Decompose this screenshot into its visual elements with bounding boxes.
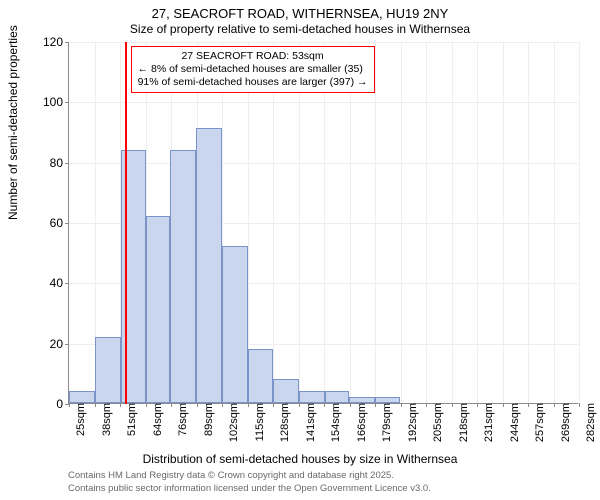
- histogram-bar: [196, 128, 222, 403]
- xtick-label: 64sqm: [150, 403, 164, 436]
- ytick-label: 80: [31, 156, 69, 170]
- gridline-v: [452, 42, 453, 404]
- plot-area: 27 SEACROFT ROAD: 53sqm ← 8% of semi-det…: [68, 42, 578, 404]
- xtick-mark: [401, 403, 402, 407]
- xtick-label: 115sqm: [252, 403, 266, 441]
- gridline-v: [503, 42, 504, 404]
- callout-line-2: ← 8% of semi-detached houses are smaller…: [138, 63, 368, 76]
- gridline-v: [426, 42, 427, 404]
- callout-line-3: 91% of semi-detached houses are larger (…: [138, 76, 368, 89]
- xtick-label: 128sqm: [277, 403, 291, 442]
- gridline-v: [401, 42, 402, 404]
- xtick-label: 51sqm: [124, 403, 138, 436]
- marker-line: [125, 42, 127, 404]
- xtick-mark: [503, 403, 504, 407]
- ytick-label: 40: [31, 276, 69, 290]
- chart-title: 27, SEACROFT ROAD, WITHERNSEA, HU19 2NY: [0, 6, 600, 21]
- xtick-mark: [120, 403, 121, 407]
- xtick-label: 154sqm: [328, 403, 342, 442]
- xtick-mark: [146, 403, 147, 407]
- histogram-bar: [146, 216, 170, 403]
- histogram-bar: [95, 337, 121, 403]
- xtick-label: 25sqm: [73, 403, 87, 436]
- ytick-label: 100: [31, 95, 69, 109]
- histogram-bar: [273, 379, 299, 403]
- xtick-label: 179sqm: [379, 403, 393, 442]
- xtick-label: 257sqm: [532, 403, 546, 442]
- xtick-label: 89sqm: [201, 403, 215, 436]
- xtick-mark: [579, 403, 580, 407]
- y-axis-label: Number of semi-detached properties: [6, 25, 20, 220]
- xtick-label: 141sqm: [303, 403, 317, 442]
- xtick-label: 282sqm: [583, 403, 597, 442]
- gridline-v: [350, 42, 351, 404]
- gridline-v: [554, 42, 555, 404]
- xtick-mark: [197, 403, 198, 407]
- gridline-v: [579, 42, 580, 404]
- xtick-mark: [528, 403, 529, 407]
- xtick-mark: [248, 403, 249, 407]
- xtick-mark: [69, 403, 70, 407]
- chart-subtitle: Size of property relative to semi-detach…: [0, 22, 600, 36]
- xtick-label: 231sqm: [481, 403, 495, 442]
- xtick-label: 218sqm: [456, 403, 470, 442]
- chart-container: 27, SEACROFT ROAD, WITHERNSEA, HU19 2NY …: [0, 0, 600, 500]
- xtick-mark: [477, 403, 478, 407]
- gridline-v: [299, 42, 300, 404]
- histogram-bar: [299, 391, 325, 403]
- xtick-label: 205sqm: [430, 403, 444, 442]
- xtick-label: 269sqm: [558, 403, 572, 442]
- histogram-bar: [222, 246, 248, 403]
- callout-box: 27 SEACROFT ROAD: 53sqm ← 8% of semi-det…: [131, 46, 375, 93]
- ytick-label: 20: [31, 337, 69, 351]
- xtick-mark: [299, 403, 300, 407]
- xtick-label: 192sqm: [405, 403, 419, 442]
- xtick-label: 244sqm: [507, 403, 521, 442]
- x-axis-label: Distribution of semi-detached houses by …: [0, 452, 600, 466]
- xtick-mark: [273, 403, 274, 407]
- gridline-v: [528, 42, 529, 404]
- xtick-mark: [426, 403, 427, 407]
- gridline-v: [324, 42, 325, 404]
- histogram-bar: [349, 397, 375, 403]
- xtick-label: 166sqm: [354, 403, 368, 442]
- histogram-bar: [170, 150, 196, 403]
- xtick-label: 76sqm: [175, 403, 189, 436]
- ytick-label: 0: [31, 397, 69, 411]
- footer-line-1: Contains HM Land Registry data © Crown c…: [68, 470, 394, 481]
- xtick-mark: [171, 403, 172, 407]
- histogram-bar: [325, 391, 349, 403]
- histogram-bar: [69, 391, 95, 403]
- footer-line-2: Contains public sector information licen…: [68, 483, 431, 494]
- histogram-bar: [375, 397, 401, 403]
- xtick-mark: [350, 403, 351, 407]
- xtick-mark: [375, 403, 376, 407]
- xtick-label: 38sqm: [99, 403, 113, 436]
- ytick-label: 120: [31, 35, 69, 49]
- gridline-v: [375, 42, 376, 404]
- xtick-mark: [95, 403, 96, 407]
- histogram-bar: [248, 349, 274, 403]
- gridline-v: [477, 42, 478, 404]
- ytick-label: 60: [31, 216, 69, 230]
- xtick-mark: [324, 403, 325, 407]
- callout-line-1: 27 SEACROFT ROAD: 53sqm: [138, 50, 368, 63]
- xtick-mark: [554, 403, 555, 407]
- xtick-mark: [452, 403, 453, 407]
- xtick-label: 102sqm: [226, 403, 240, 442]
- xtick-mark: [222, 403, 223, 407]
